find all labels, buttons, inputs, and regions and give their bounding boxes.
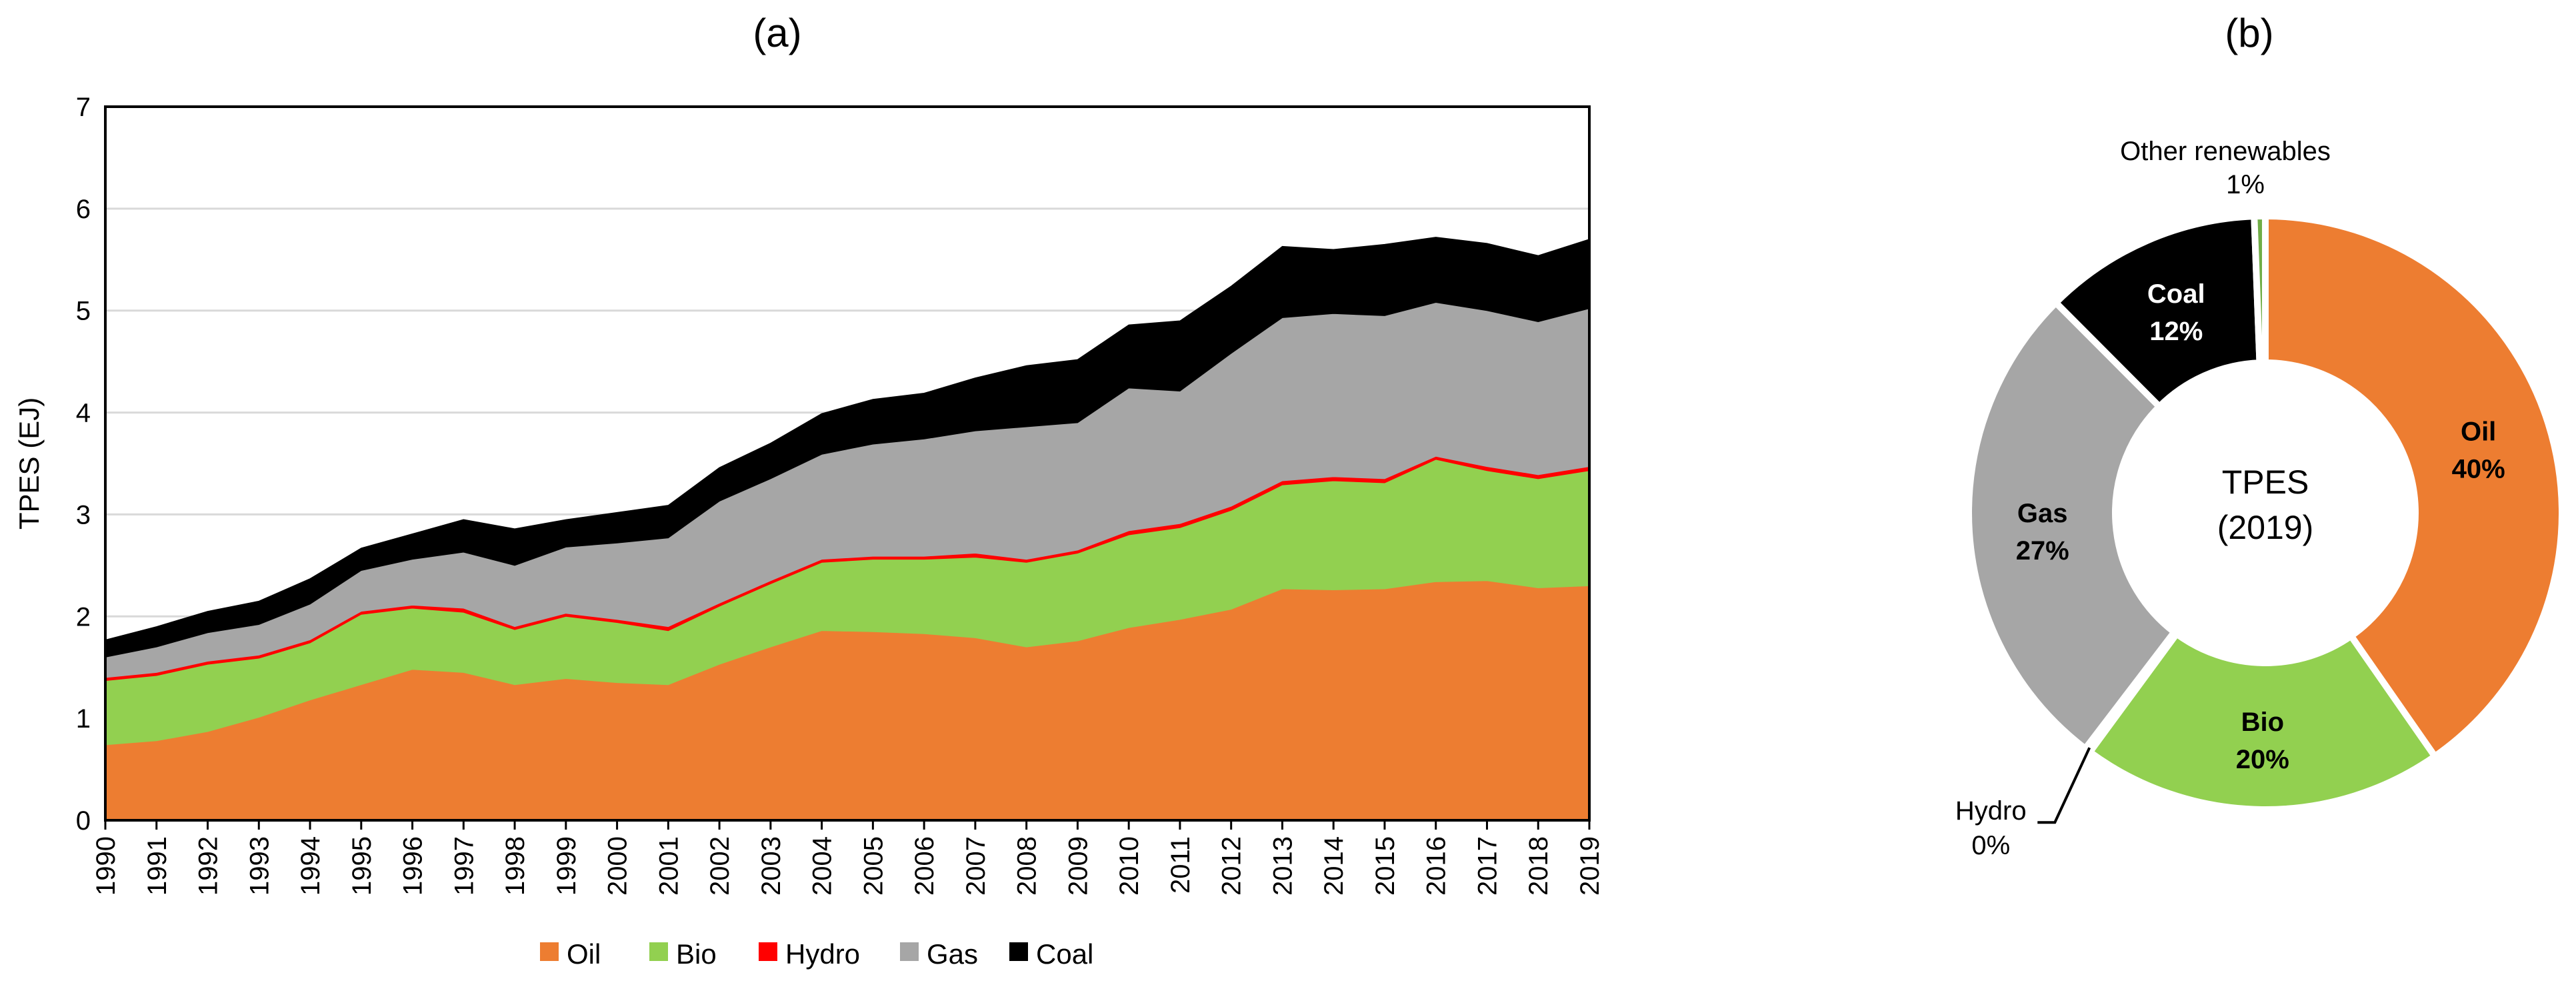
leader-line bbox=[2037, 747, 2091, 824]
y-tick-label: 0 bbox=[76, 806, 91, 836]
donut-center-label-line2: (2019) bbox=[2217, 509, 2314, 546]
x-tick-label: 2006 bbox=[910, 836, 939, 896]
y-tick-label: 2 bbox=[76, 602, 91, 632]
donut-labels: Oil 40% Bio 20% Hydro 0% Gas 27% Coal 12% Other re… bbox=[1955, 137, 2505, 860]
slice-coal bbox=[2051, 213, 2263, 411]
x-tick-label: 1992 bbox=[194, 836, 223, 896]
x-tick-label: 1997 bbox=[449, 836, 479, 896]
y-axis-label: TPES (EJ) bbox=[13, 397, 45, 530]
y-axis-ticks: 0 1 2 3 4 5 6 7 bbox=[76, 93, 91, 836]
x-tick-label: 1999 bbox=[552, 836, 581, 896]
x-tick-label: 2001 bbox=[654, 836, 683, 896]
x-tick-label: 2019 bbox=[1575, 836, 1605, 896]
legend-swatch-hydro bbox=[759, 942, 777, 961]
x-tick-label: 2003 bbox=[757, 836, 786, 896]
x-tick-label: 2009 bbox=[1063, 836, 1093, 896]
slice-label: Hydro bbox=[1955, 796, 2027, 826]
slice-gas bbox=[1965, 297, 2179, 754]
x-tick-label: 1991 bbox=[143, 836, 172, 896]
legend-swatch-oil bbox=[540, 942, 559, 961]
legend-swatch-gas bbox=[900, 942, 919, 961]
area-series-group bbox=[105, 237, 1590, 821]
x-tick-label: 2012 bbox=[1217, 836, 1247, 896]
slice-label: Other renewables bbox=[2120, 137, 2331, 166]
donut-slices bbox=[1965, 212, 2565, 813]
legend-swatch-bio bbox=[649, 942, 668, 961]
donut-chart: (b) Oil 40% Bio 20% Hydro 0% Gas 27% Coal 12% Othe… bbox=[1955, 11, 2565, 860]
x-tick-label: 2004 bbox=[808, 836, 837, 896]
slice-percent: 27% bbox=[2016, 536, 2069, 566]
slice-percent: 0% bbox=[1971, 831, 2010, 860]
slice-percent: 1% bbox=[2226, 170, 2265, 199]
slice-bio bbox=[2085, 629, 2440, 813]
slice-other-renewables bbox=[2251, 212, 2269, 367]
x-tick-label: 2013 bbox=[1268, 836, 1297, 896]
x-tick-label: 2014 bbox=[1319, 836, 1349, 896]
x-tick-label: 2016 bbox=[1422, 836, 1451, 896]
x-tick-label: 2008 bbox=[1013, 836, 1042, 896]
x-tick-label: 2017 bbox=[1473, 836, 1502, 896]
x-tick-label: 2007 bbox=[961, 836, 991, 896]
slice-label: Bio bbox=[2241, 708, 2284, 737]
y-tick-label: 7 bbox=[76, 93, 91, 122]
x-tick-label: 2002 bbox=[705, 836, 735, 896]
chart-b-title: (b) bbox=[2225, 11, 2273, 55]
chart-a-title: (a) bbox=[753, 11, 801, 55]
slice-label: Gas bbox=[2017, 499, 2068, 528]
legend: Oil Bio Hydro Gas Coal bbox=[540, 938, 1093, 970]
x-tick-label: 2010 bbox=[1115, 836, 1144, 896]
x-tick-label: 1998 bbox=[501, 836, 530, 896]
legend-label-coal: Coal bbox=[1036, 938, 1093, 970]
x-tick-label: 2000 bbox=[603, 836, 633, 896]
slice-label: Oil bbox=[2461, 417, 2496, 447]
plot-area-border bbox=[104, 105, 1591, 822]
legend-label-hydro: Hydro bbox=[785, 938, 860, 970]
y-tick-label: 4 bbox=[76, 399, 91, 428]
x-tick-label: 2018 bbox=[1524, 836, 1553, 896]
legend-label-bio: Bio bbox=[676, 938, 717, 970]
x-tick-label: 1996 bbox=[399, 836, 428, 896]
x-tick-label: 1994 bbox=[296, 836, 325, 896]
slice-percent: 12% bbox=[2149, 317, 2203, 346]
x-tick-label: 1990 bbox=[91, 836, 121, 896]
x-axis-ticks: 1990 1991 1992 1993 1994 1995 1996 1997 1998 1999… bbox=[91, 820, 1605, 896]
x-tick-label: 1993 bbox=[245, 836, 274, 896]
legend-label-gas: Gas bbox=[927, 938, 978, 970]
x-tick-label: 2005 bbox=[859, 836, 888, 896]
x-tick-label: 2015 bbox=[1371, 836, 1400, 896]
donut-center-label-line1: TPES bbox=[2222, 463, 2309, 501]
y-tick-label: 1 bbox=[76, 704, 91, 734]
legend-swatch-coal bbox=[1009, 942, 1028, 961]
y-tick-label: 3 bbox=[76, 500, 91, 530]
slice-percent: 40% bbox=[2452, 455, 2505, 484]
legend-label-oil: Oil bbox=[567, 938, 601, 970]
y-tick-label: 6 bbox=[76, 195, 91, 224]
x-tick-label: 1995 bbox=[347, 836, 377, 896]
slice-percent: 20% bbox=[2236, 745, 2289, 774]
y-tick-label: 5 bbox=[76, 297, 91, 326]
x-tick-label: 2011 bbox=[1166, 836, 1195, 894]
slice-oil bbox=[2262, 212, 2565, 762]
slice-label: Coal bbox=[2147, 279, 2205, 309]
